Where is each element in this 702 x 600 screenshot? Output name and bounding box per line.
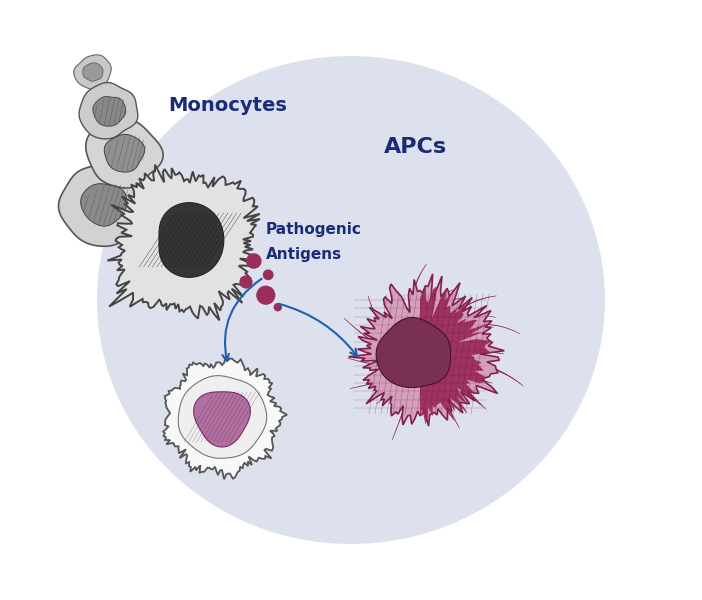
Polygon shape xyxy=(194,392,251,447)
Polygon shape xyxy=(83,63,103,81)
Polygon shape xyxy=(348,274,504,426)
Circle shape xyxy=(256,286,275,305)
Polygon shape xyxy=(93,97,126,126)
Polygon shape xyxy=(58,162,142,246)
Polygon shape xyxy=(163,356,287,479)
Polygon shape xyxy=(107,164,260,320)
Circle shape xyxy=(239,275,253,289)
Polygon shape xyxy=(376,317,451,388)
Polygon shape xyxy=(178,376,267,458)
Text: Monocytes: Monocytes xyxy=(168,96,287,115)
Polygon shape xyxy=(105,134,145,172)
Circle shape xyxy=(246,253,262,269)
Polygon shape xyxy=(420,284,492,425)
Circle shape xyxy=(274,303,282,311)
Circle shape xyxy=(263,269,274,280)
Polygon shape xyxy=(74,55,111,89)
Text: APCs: APCs xyxy=(384,137,447,157)
Ellipse shape xyxy=(97,56,605,544)
Polygon shape xyxy=(79,83,138,139)
Text: Antigens: Antigens xyxy=(266,247,342,262)
Polygon shape xyxy=(86,119,163,188)
Polygon shape xyxy=(159,203,224,277)
Polygon shape xyxy=(81,184,126,226)
Text: Pathogenic: Pathogenic xyxy=(266,222,362,237)
